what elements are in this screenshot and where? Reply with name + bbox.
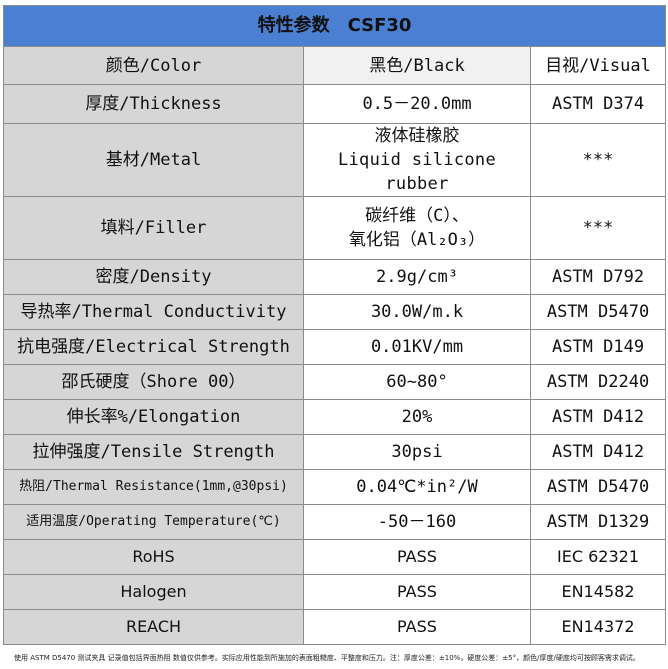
spec-sheet: 特性参数 CSF30 颜色/Color 黑色/Black 目视/Visual 厚度/T… — [2, 5, 667, 645]
table-cell: 拉伸强度/Tensile Strength — [3, 434, 304, 470]
table-cell: EN14582 — [529, 574, 667, 610]
cell-line: 碳纤维（C）、 — [365, 206, 469, 226]
table-cell: PASS — [303, 574, 531, 610]
table-row: Halogen PASS EN14582 — [3, 574, 667, 610]
table-cell: 目视/Visual — [529, 46, 667, 85]
table-cell: 黑色/Black — [303, 46, 531, 85]
table-cell: Halogen — [3, 574, 304, 610]
table-cell: PASS — [303, 539, 531, 575]
table-cell: 60~80° — [303, 364, 531, 400]
footnote: 使用 ASTM D5470 测试夹具 记录值包括界面热阻 数值仅供参考。实际应用… — [14, 654, 640, 662]
table-cell: 导热率/Thermal Conductivity — [3, 294, 304, 330]
table-row: 颜色/Color 黑色/Black 目视/Visual — [3, 46, 667, 85]
table-cell: 碳纤维（C）、 氧化铝（Al₂O₃） — [303, 196, 531, 260]
cell-line: 氧化铝（Al₂O₃） — [348, 230, 486, 250]
table-cell: ASTM D5470 — [529, 294, 667, 330]
table-cell: 密度/Density — [3, 259, 304, 295]
table-cell: 适用温度/Operating Temperature(℃) — [3, 504, 304, 540]
table-cell: -50－160 — [303, 504, 531, 540]
table-cell: 基材/Metal — [3, 123, 304, 197]
table-cell: ASTM D149 — [529, 329, 667, 365]
table-row: RoHS PASS IEC 62321 — [3, 539, 667, 575]
cell-line: Liquid silicone rubber — [337, 150, 497, 194]
table-cell: ASTM D412 — [529, 434, 667, 470]
table-cell: 邵氏硬度（Shore 00） — [3, 364, 304, 400]
table-cell: ASTM D412 — [529, 399, 667, 435]
table-row: 热阻/Thermal Resistance(1mm,@30psi) 0.04℃*i… — [3, 469, 667, 505]
table-cell: ASTM D2240 — [529, 364, 667, 400]
table-cell: 20% — [303, 399, 531, 435]
table-cell: ASTM D5470 — [529, 469, 667, 505]
table-cell: 热阻/Thermal Resistance(1mm,@30psi) — [3, 469, 304, 505]
table-cell: 30psi — [303, 434, 531, 470]
table-row: 基材/Metal 液体硅橡胶 Liquid silicone rubber *** — [3, 123, 667, 197]
table-cell: ASTM D1329 — [529, 504, 667, 540]
table-cell: RoHS — [3, 539, 304, 575]
table-cell: 0.04℃*in²/W — [303, 469, 531, 505]
table-cell: 颜色/Color — [3, 46, 304, 85]
table-cell: 液体硅橡胶 Liquid silicone rubber — [303, 123, 531, 197]
table-cell: ASTM D792 — [529, 259, 667, 295]
table-cell: 30.0W/m.k — [303, 294, 531, 330]
table-cell: PASS — [303, 609, 531, 645]
table-cell: *** — [529, 196, 667, 260]
table-cell: 填料/Filler — [3, 196, 304, 260]
table-cell: EN14372 — [529, 609, 667, 645]
table-row: 厚度/Thickness 0.5－20.0mm ASTM D374 — [3, 84, 667, 124]
table-row: 拉伸强度/Tensile Strength 30psi ASTM D412 — [3, 434, 667, 470]
table-row: 伸长率%/Elongation 20% ASTM D412 — [3, 399, 667, 435]
table-cell: 0.5－20.0mm — [303, 84, 531, 124]
table-row: 适用温度/Operating Temperature(℃) -50－160 ASTM… — [3, 504, 667, 540]
table-row: REACH PASS EN14372 — [3, 609, 667, 645]
table-row: 填料/Filler 碳纤维（C）、 氧化铝（Al₂O₃） *** — [3, 196, 667, 260]
table-cell: ASTM D374 — [529, 84, 667, 124]
table-cell: IEC 62321 — [529, 539, 667, 575]
table-row: 邵氏硬度（Shore 00） 60~80° ASTM D2240 — [3, 364, 667, 400]
table-cell: 伸长率%/Elongation — [3, 399, 304, 435]
table-cell: 抗电强度/Electrical Strength — [3, 329, 304, 365]
table-cell: *** — [529, 123, 667, 197]
table-row: 导热率/Thermal Conductivity 30.0W/m.k ASTM D5… — [3, 294, 667, 330]
spec-table: 特性参数 CSF30 颜色/Color 黑色/Black 目视/Visual 厚度/T… — [2, 5, 667, 645]
table-row: 抗电强度/Electrical Strength 0.01KV/mm ASTM D1… — [3, 329, 667, 365]
table-cell: 2.9g/cm³ — [303, 259, 531, 295]
table-row: 密度/Density 2.9g/cm³ ASTM D792 — [3, 259, 667, 295]
table-cell: 厚度/Thickness — [3, 84, 304, 124]
table-title: 特性参数 CSF30 — [2, 5, 667, 47]
table-cell: 0.01KV/mm — [303, 329, 531, 365]
table-cell: REACH — [3, 609, 304, 645]
cell-line: 液体硅橡胶 — [374, 126, 460, 146]
